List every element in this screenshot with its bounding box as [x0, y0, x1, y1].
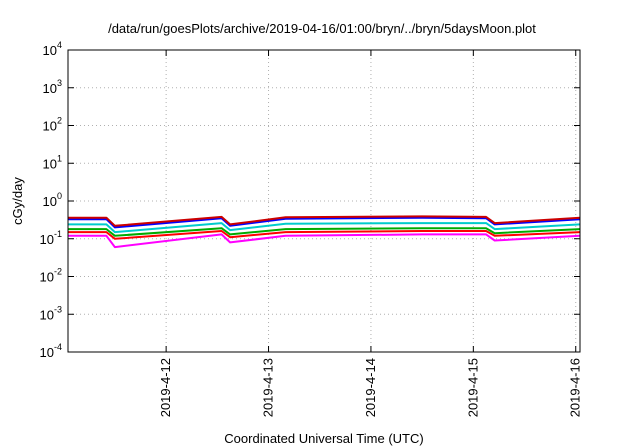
x-tick-label: 2019-4-15 [465, 358, 480, 417]
x-axis: 2019-4-12 2019-4-13 2019-4-14 2019-4-15 2019… [158, 50, 583, 417]
y-tick-label: 100 [43, 191, 62, 209]
x-tick-label: 2019-4-14 [363, 358, 378, 417]
y-tick-label: 10-3 [40, 304, 62, 322]
y-axis: 10-4 10-3 10-2 10-1 100 101 102 103 104 [40, 40, 580, 360]
series-line-4 [68, 222, 581, 234]
y-tick-label: 102 [43, 116, 62, 134]
x-tick-label: 2019-4-13 [261, 358, 276, 417]
series-line-5 [68, 216, 581, 229]
x-axis-label: Coordinated Universal Time (UTC) [224, 431, 423, 446]
x-tick-label: 2019-4-12 [158, 358, 173, 417]
grid [68, 50, 580, 352]
y-axis-label: cGy/day [10, 177, 25, 225]
y-tick-label: 103 [43, 78, 62, 96]
chart-title: /data/run/goesPlots/archive/2019-04-16/0… [108, 21, 536, 36]
y-tick-label: 104 [43, 40, 62, 58]
series-line-6 [68, 215, 581, 227]
x-tick-label: 2019-4-16 [568, 358, 583, 417]
series-line-2 [68, 230, 581, 240]
series-line-1 [68, 233, 581, 249]
series-line-3 [68, 227, 581, 237]
y-tick-label: 10-2 [40, 267, 62, 285]
y-tick-label: 10-4 [40, 342, 62, 360]
y-tick-label: 101 [43, 153, 62, 171]
y-tick-label: 10-1 [40, 229, 62, 247]
plot-lines [68, 215, 581, 249]
